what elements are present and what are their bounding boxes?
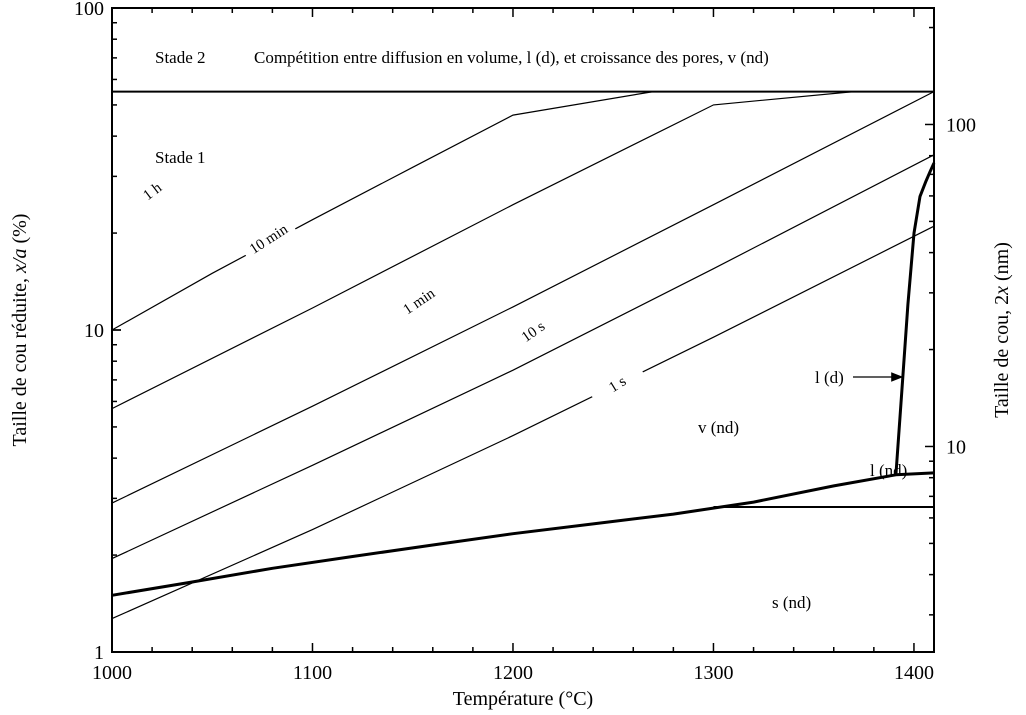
x-tick-label: 1300 [693, 662, 733, 684]
contour-label: 1 s [606, 373, 629, 396]
contour-line [111, 91, 935, 504]
region-s-nd-label: s (nd) [772, 593, 811, 612]
contour-line [111, 225, 935, 620]
x-tick-label: 1100 [293, 662, 332, 684]
boundary-line [111, 471, 935, 597]
y2-tick-label: 100 [946, 114, 976, 136]
contour-label-bg [239, 215, 297, 262]
stage1-label: Stade 1 [155, 148, 206, 167]
y-axis-ticks: 1 10 100 [74, 0, 121, 664]
region-l-d-label: l (d) [815, 368, 844, 387]
y-tick-label: 100 [74, 0, 104, 20]
contour-label-bg [124, 167, 180, 216]
contour-label-bg [504, 307, 562, 355]
region-l-nd-label: l (nd) [870, 461, 907, 480]
contour-label-bg [390, 277, 447, 325]
x-tick-label: 1000 [92, 662, 132, 684]
y2-tick-label: 10 [946, 436, 966, 458]
y-axis-title-right: Taille de cou, 2x (nm) [991, 242, 1013, 418]
contour-line [111, 154, 935, 560]
stage2-description: Compétition entre diffusion en volume, l… [254, 48, 769, 67]
contour-line [111, 91, 654, 331]
stage2-label: Stade 2 [155, 48, 206, 67]
contour-label: 10 min [247, 221, 291, 258]
region-v-nd-label: v (nd) [698, 418, 739, 437]
y-tick-label: 1 [94, 642, 104, 664]
x-axis-ticks: 1000 1100 1200 1300 1400 [92, 8, 934, 684]
boundary-line [894, 162, 936, 475]
contour-label-bg [588, 361, 646, 407]
y-tick-label: 10 [84, 320, 104, 342]
x-tick-label: 1200 [493, 662, 533, 684]
x-axis-title: Température (°C) [453, 688, 593, 710]
contour-line [111, 91, 854, 410]
y-axis-title-left: Taille de cou réduite, x/a (%) [9, 214, 31, 447]
time-contours [111, 91, 935, 620]
y2-axis-ticks: 10 100 [925, 26, 976, 616]
phase-boundaries [111, 162, 936, 597]
x-tick-label: 1400 [894, 662, 934, 684]
